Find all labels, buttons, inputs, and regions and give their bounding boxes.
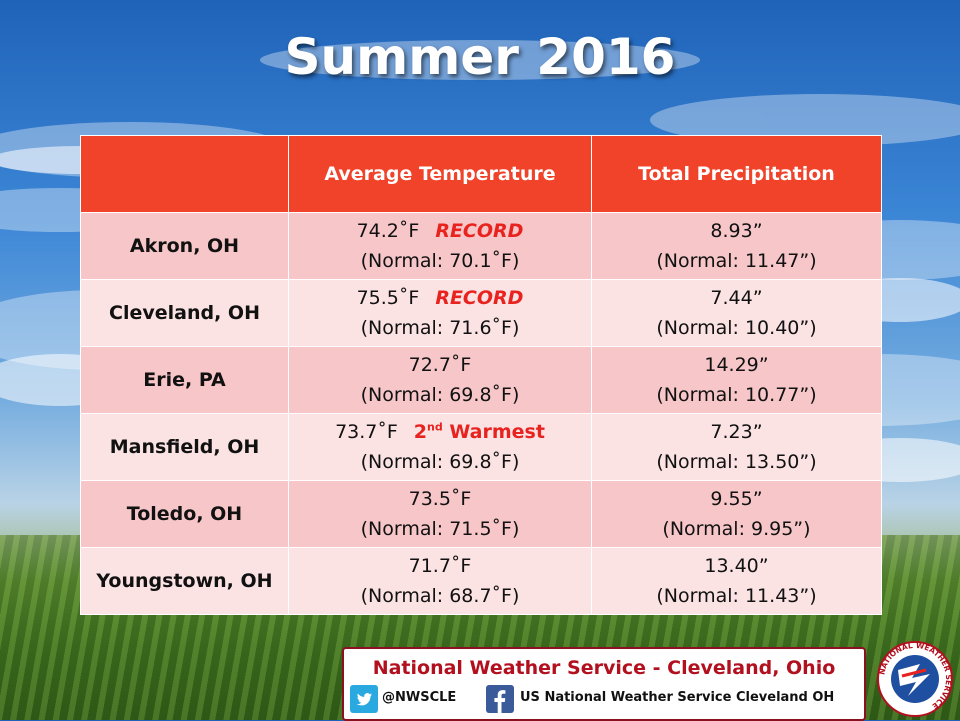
precipitation-normal: (Normal: 11.47”) <box>656 250 817 272</box>
temperature-value: 73.7˚F <box>335 421 398 443</box>
facebook-page-name[interactable]: US National Weather Service Cleveland OH <box>520 690 835 705</box>
temperature-cell: 73.5˚F (Normal: 71.5˚F) <box>288 480 592 548</box>
temperature-normal: (Normal: 70.1˚F) <box>360 250 520 272</box>
precipitation-value: 7.23” <box>710 421 763 443</box>
header-total-precipitation: Total Precipitation <box>591 135 882 213</box>
city-cell: Mansfield, OH <box>80 413 289 481</box>
table-row: Erie, PA 72.7˚F (Normal: 69.8˚F) 14.29” … <box>80 346 882 414</box>
precipitation-normal: (Normal: 9.95”) <box>662 518 811 540</box>
precipitation-cell: 9.55” (Normal: 9.95”) <box>591 480 882 548</box>
table-row: Cleveland, OH 75.5˚F RECORD (Normal: 71.6… <box>80 279 882 347</box>
table-header-row: Average Temperature Total Precipitation <box>80 135 882 213</box>
precipitation-value: 14.29” <box>704 354 769 376</box>
summer-summary-table: Average Temperature Total Precipitation … <box>80 135 882 615</box>
nws-footer-banner: National Weather Service - Cleveland, Oh… <box>342 647 866 721</box>
nws-seal-logo: NATIONAL WEATHER SERVICE <box>877 641 953 717</box>
table-row: Mansfield, OH 73.7˚F 2nd Warmest (Normal:… <box>80 413 882 481</box>
table-row: Toledo, OH 73.5˚F (Normal: 71.5˚F) 9.55”… <box>80 480 882 548</box>
temperature-value: 74.2˚F <box>356 220 420 242</box>
temperature-cell: 75.5˚F RECORD (Normal: 71.6˚F) <box>288 279 592 347</box>
precipitation-normal: (Normal: 11.43”) <box>656 585 817 607</box>
precipitation-normal: (Normal: 13.50”) <box>656 451 817 473</box>
city-cell: Youngstown, OH <box>80 547 289 615</box>
facebook-icon[interactable] <box>486 685 514 713</box>
temperature-value: 73.5˚F <box>408 488 472 510</box>
city-cell: Toledo, OH <box>80 480 289 548</box>
precipitation-cell: 7.23” (Normal: 13.50”) <box>591 413 882 481</box>
precipitation-cell: 13.40” (Normal: 11.43”) <box>591 547 882 615</box>
temperature-normal: (Normal: 69.8˚F) <box>360 384 520 406</box>
page-title: Summer 2016 <box>284 28 676 86</box>
temperature-normal: (Normal: 71.5˚F) <box>360 518 520 540</box>
temperature-cell: 71.7˚F (Normal: 68.7˚F) <box>288 547 592 615</box>
precipitation-value: 13.40” <box>704 555 769 577</box>
precipitation-value: 8.93” <box>710 220 763 242</box>
header-city <box>80 135 289 213</box>
temperature-cell: 72.7˚F (Normal: 69.8˚F) <box>288 346 592 414</box>
header-average-temperature: Average Temperature <box>288 135 592 213</box>
precipitation-cell: 7.44” (Normal: 10.40”) <box>591 279 882 347</box>
precipitation-cell: 14.29” (Normal: 10.77”) <box>591 346 882 414</box>
city-cell: Erie, PA <box>80 346 289 414</box>
footer-title: National Weather Service - Cleveland, Oh… <box>372 657 836 679</box>
record-badge: RECORD <box>435 220 524 242</box>
rank-suffix: nd <box>427 420 443 434</box>
temperature-normal: (Normal: 69.8˚F) <box>360 451 520 473</box>
city-cell: Cleveland, OH <box>80 279 289 347</box>
table-row: Akron, OH 74.2˚F RECORD (Normal: 70.1˚F) … <box>80 212 882 280</box>
temperature-value: 72.7˚F <box>408 354 472 376</box>
twitter-icon[interactable] <box>350 685 378 713</box>
precipitation-value: 7.44” <box>710 287 763 309</box>
rank-number: 2 <box>413 421 428 443</box>
temperature-normal: (Normal: 68.7˚F) <box>360 585 520 607</box>
city-cell: Akron, OH <box>80 212 289 280</box>
temperature-value: 75.5˚F <box>356 287 420 309</box>
record-badge: RECORD <box>435 287 524 309</box>
precipitation-normal: (Normal: 10.77”) <box>656 384 817 406</box>
rank-word: Warmest <box>449 421 545 443</box>
temperature-normal: (Normal: 71.6˚F) <box>360 317 520 339</box>
precipitation-normal: (Normal: 10.40”) <box>656 317 817 339</box>
precipitation-cell: 8.93” (Normal: 11.47”) <box>591 212 882 280</box>
temperature-cell: 74.2˚F RECORD (Normal: 70.1˚F) <box>288 212 592 280</box>
table-row: Youngstown, OH 71.7˚F (Normal: 68.7˚F) 1… <box>80 547 882 615</box>
precipitation-value: 9.55” <box>710 488 763 510</box>
temperature-value: 71.7˚F <box>408 555 472 577</box>
twitter-handle[interactable]: @NWSCLE <box>382 690 457 705</box>
second-warmest-badge: 2nd Warmest <box>414 421 545 443</box>
temperature-cell: 73.7˚F 2nd Warmest (Normal: 69.8˚F) <box>288 413 592 481</box>
